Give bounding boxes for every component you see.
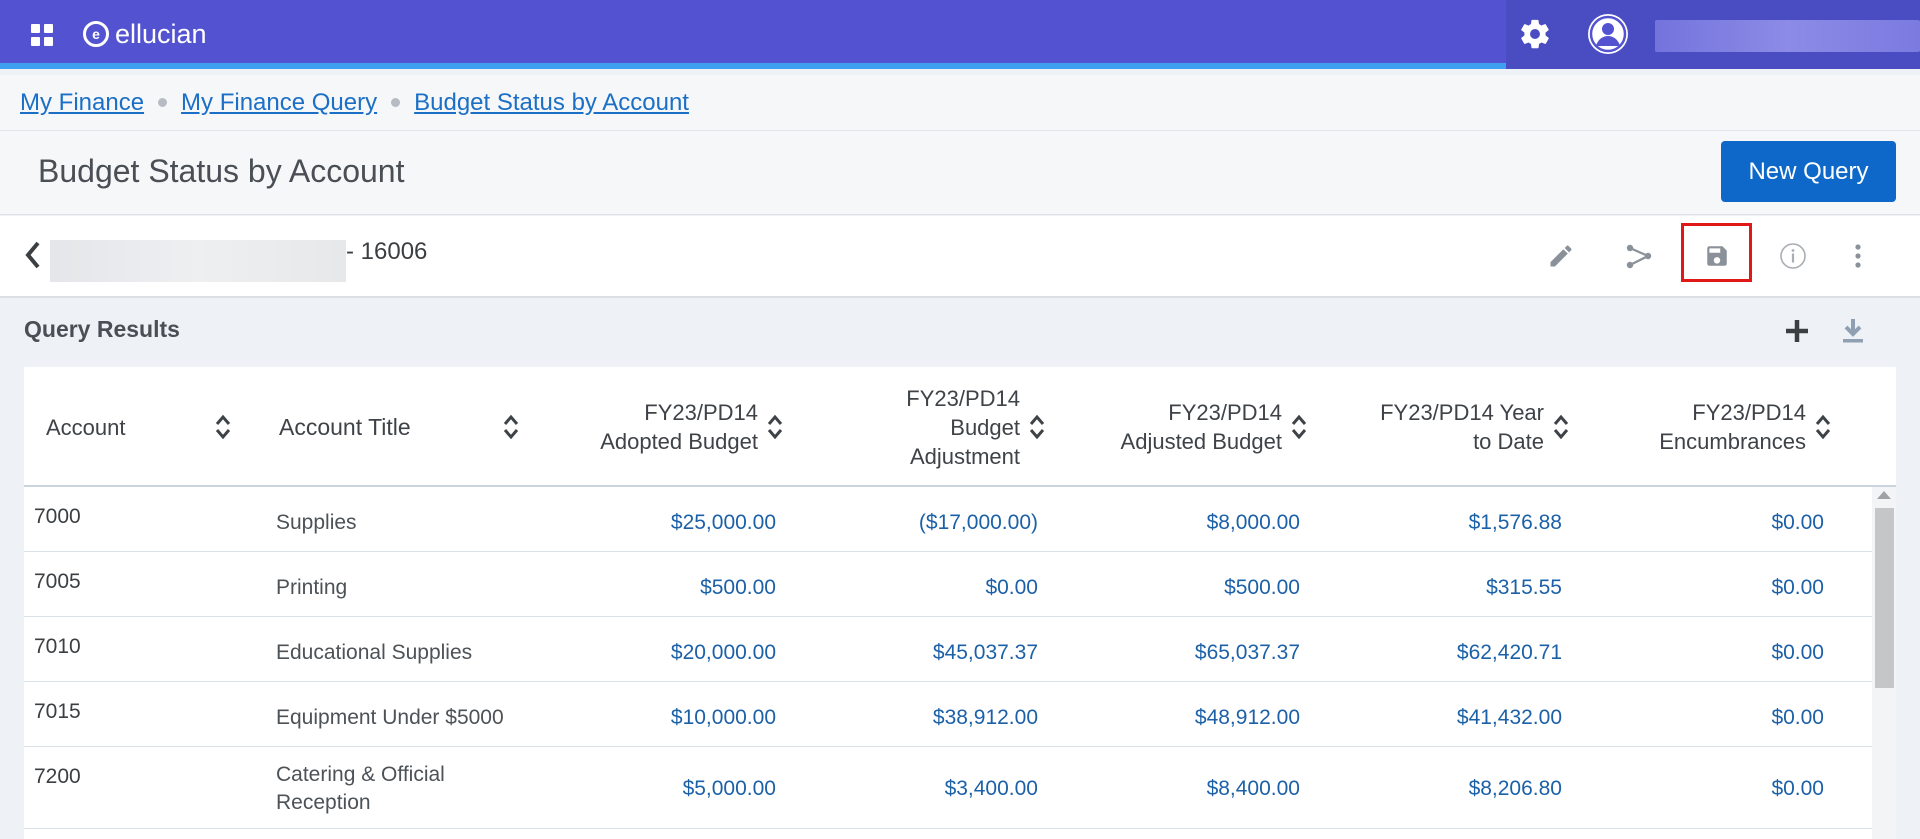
sort-icon[interactable] [502, 413, 520, 441]
cell-encumbrances: $0.00 [1771, 777, 1824, 800]
column-header-year-to-date[interactable]: FY23/PD14 Year to Date [1308, 367, 1570, 487]
cell-adjusted-budget: $500.00 [1224, 576, 1300, 599]
cell-account-title: Printing [276, 576, 348, 599]
column-header-account[interactable]: Account [46, 367, 231, 487]
breadcrumb-budget-status[interactable]: Budget Status by Account [414, 88, 689, 116]
page-title: Budget Status by Account [38, 153, 405, 189]
column-header-adjusted-budget[interactable]: FY23/PD14 Adjusted Budget [1046, 367, 1308, 487]
cell-year-to-date: $315.55 [1486, 576, 1562, 599]
cell-encumbrances: $0.00 [1771, 511, 1824, 534]
gear-icon[interactable] [1518, 17, 1552, 51]
info-icon[interactable] [1773, 236, 1813, 276]
breadcrumb-separator [158, 98, 168, 107]
sort-icon[interactable] [1552, 413, 1570, 441]
cell-encumbrances: $0.00 [1771, 641, 1824, 664]
table-row[interactable]: 7000 Supplies $25,000.00 ($17,000.00) $8… [24, 487, 1872, 552]
edit-icon[interactable] [1541, 236, 1581, 276]
brand-logo[interactable]: e ellucian [83, 16, 207, 52]
query-name-redacted [50, 240, 346, 282]
column-header-adopted-budget[interactable]: FY23/PD14 Adopted Budget [524, 367, 784, 487]
top-navigation-bar: e ellucian [0, 0, 1920, 69]
cell-account-title: Equipment Under $5000 [276, 706, 504, 729]
column-header-encumbrances[interactable]: FY23/PD14 Encumbrances [1570, 367, 1832, 487]
sort-icon[interactable] [214, 413, 232, 441]
breadcrumb-my-finance[interactable]: My Finance [20, 88, 145, 116]
cell-adopted-budget: $25,000.00 [670, 511, 776, 534]
query-results-title: Query Results [24, 316, 180, 342]
share-icon[interactable] [1618, 236, 1658, 276]
apps-grid-icon[interactable] [31, 24, 53, 46]
scroll-up-arrow-icon[interactable] [1877, 491, 1891, 499]
cell-encumbrances: $0.00 [1771, 706, 1824, 729]
cell-budget-adjustment: $38,912.00 [932, 706, 1038, 729]
table-row[interactable]: 7200 Catering & Official Reception $5,00… [24, 747, 1872, 829]
cell-adopted-budget: $20,000.00 [670, 641, 776, 664]
cell-account: 7010 [34, 635, 81, 658]
table-header: Account Account Title FY23/PD14 Adopted B… [24, 367, 1896, 487]
table-row[interactable]: 7010 Educational Supplies $20,000.00 $45… [24, 617, 1872, 682]
cell-year-to-date: $1,576.88 [1468, 511, 1562, 534]
cell-account: 7200 [34, 765, 81, 788]
page-header: Budget Status by Account [0, 131, 1920, 215]
cell-account: 7005 [34, 570, 81, 593]
column-header-account-title[interactable]: Account Title [279, 367, 519, 487]
cell-budget-adjustment: $3,400.00 [944, 777, 1038, 800]
sort-icon[interactable] [1028, 413, 1046, 441]
save-icon-highlight [1681, 223, 1752, 282]
cell-adopted-budget: $10,000.00 [670, 706, 776, 729]
table-row[interactable]: 7005 Printing $500.00 $0.00 $500.00 $315… [24, 552, 1872, 617]
cell-adjusted-budget: $65,037.37 [1194, 641, 1300, 664]
cell-encumbrances: $0.00 [1771, 576, 1824, 599]
column-header-budget-adjustment[interactable]: FY23/PD14 Budget Adjustment [784, 367, 1046, 487]
sort-icon[interactable] [1814, 413, 1832, 441]
cell-budget-adjustment: $0.00 [985, 576, 1038, 599]
table-row[interactable]: 7015 Equipment Under $5000 $10,000.00 $3… [24, 682, 1872, 747]
brand-mark-icon: e [83, 21, 109, 47]
query-toolbar: - 16006 [0, 216, 1920, 298]
user-name-redacted [1655, 20, 1920, 52]
breadcrumb: My Finance My Finance Query Budget Statu… [0, 75, 1920, 131]
results-table: Account Account Title FY23/PD14 Adopted B… [24, 367, 1896, 839]
sort-icon[interactable] [1290, 413, 1308, 441]
scrollbar-thumb[interactable] [1875, 508, 1894, 688]
brand-name: ellucian [115, 18, 207, 49]
cell-year-to-date: $8,206.80 [1468, 777, 1562, 800]
cell-account: 7000 [34, 505, 81, 528]
cell-budget-adjustment: ($17,000.00) [918, 511, 1038, 534]
cell-account-title: Educational Supplies [276, 641, 473, 664]
breadcrumb-my-finance-query[interactable]: My Finance Query [181, 88, 378, 116]
cell-adjusted-budget: $48,912.00 [1194, 706, 1300, 729]
cell-account-title: Catering & Official Reception [276, 763, 445, 814]
query-id: - 16006 [346, 238, 428, 265]
cell-account: 7015 [34, 700, 81, 723]
cell-adopted-budget: $5,000.00 [682, 777, 776, 800]
save-icon[interactable] [1697, 236, 1737, 276]
table-scrollbar[interactable] [1872, 487, 1896, 839]
cell-adjusted-budget: $8,400.00 [1206, 777, 1300, 800]
chevron-left-icon[interactable] [20, 238, 46, 272]
breadcrumb-separator [391, 98, 401, 107]
more-vertical-icon[interactable] [1838, 236, 1878, 276]
cell-budget-adjustment: $45,037.37 [932, 641, 1038, 664]
cell-adjusted-budget: $8,000.00 [1206, 511, 1300, 534]
add-icon[interactable] [1782, 316, 1812, 346]
new-query-button[interactable]: New Query [1721, 141, 1896, 202]
cell-adopted-budget: $500.00 [700, 576, 776, 599]
cell-year-to-date: $62,420.71 [1456, 641, 1562, 664]
sort-icon[interactable] [766, 413, 784, 441]
cell-year-to-date: $41,432.00 [1456, 706, 1562, 729]
user-avatar-icon[interactable] [1588, 14, 1628, 54]
cell-account-title: Supplies [276, 511, 357, 534]
download-icon[interactable] [1838, 316, 1868, 346]
